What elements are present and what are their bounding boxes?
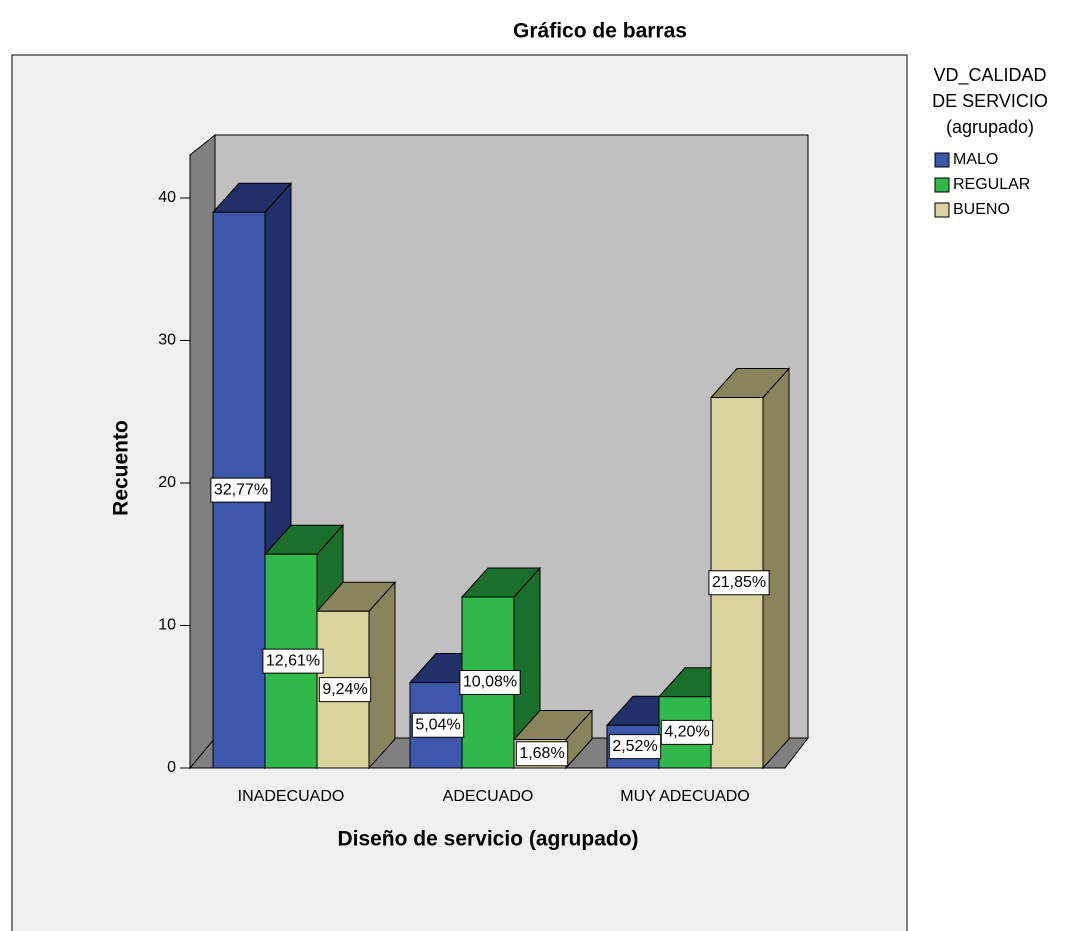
legend-title: DE SERVICIO — [932, 91, 1048, 111]
data-label-box — [608, 734, 662, 760]
legend-swatch — [934, 177, 950, 193]
data-label-text: 21,85% — [712, 574, 766, 591]
data-label-text: 12,61% — [266, 652, 320, 669]
data-label-box — [210, 477, 272, 503]
x-tick-label: ADECUADO — [443, 788, 534, 805]
y-tick-label: 20 — [158, 474, 176, 491]
data-label-text: 1,68% — [519, 745, 564, 762]
data-label: 10,08% — [459, 670, 521, 695]
data-label-box — [660, 719, 714, 745]
legend-label: MALO — [953, 151, 998, 168]
data-label-text: 9,24% — [322, 681, 367, 698]
legend-title: (agrupado) — [946, 117, 1034, 137]
chart-title: Gráfico de barras — [513, 20, 687, 43]
data-label-box — [318, 677, 372, 703]
x-tick-label: INADECUADO — [238, 788, 345, 805]
data-label-box — [515, 741, 569, 767]
data-label-text: 10,08% — [463, 674, 517, 691]
bar — [315, 580, 397, 770]
legend-label: REGULAR — [953, 176, 1030, 193]
data-label-box — [708, 570, 770, 596]
data-label: 21,85% — [708, 570, 770, 596]
data-label: 12,61% — [262, 648, 324, 674]
legend-swatch — [934, 152, 950, 168]
data-label-box — [411, 712, 465, 738]
side-wall — [189, 133, 216, 770]
data-label: 2,52% — [608, 734, 662, 760]
data-label-text: 4,20% — [664, 724, 709, 741]
y-tick-label: 40 — [158, 189, 176, 206]
y-tick-label: 30 — [158, 332, 176, 349]
data-label: 9,24% — [318, 677, 372, 703]
y-axis-title: Recuento — [110, 420, 133, 516]
data-label: 1,68% — [515, 741, 569, 767]
data-label-text: 32,77% — [214, 481, 268, 498]
bar — [709, 367, 791, 770]
y-tick-label: 10 — [158, 617, 176, 634]
y-tick-label: 0 — [167, 759, 176, 776]
data-label-text: 2,52% — [612, 738, 657, 755]
legend-label: BUENO — [953, 201, 1010, 218]
x-axis-title: Diseño de servicio (agrupado) — [337, 828, 638, 851]
data-label: 5,04% — [411, 712, 465, 738]
data-label: 32,77% — [210, 477, 272, 503]
legend-swatch — [934, 202, 950, 218]
x-tick-label: MUY ADECUADO — [620, 788, 750, 805]
data-label-text: 5,04% — [415, 716, 460, 733]
data-label-box — [459, 670, 521, 695]
bar-side — [368, 580, 396, 770]
bar-side — [762, 367, 790, 770]
data-label: 4,20% — [660, 719, 714, 745]
data-label-box — [262, 648, 324, 674]
legend-title: VD_CALIDAD — [933, 65, 1046, 86]
